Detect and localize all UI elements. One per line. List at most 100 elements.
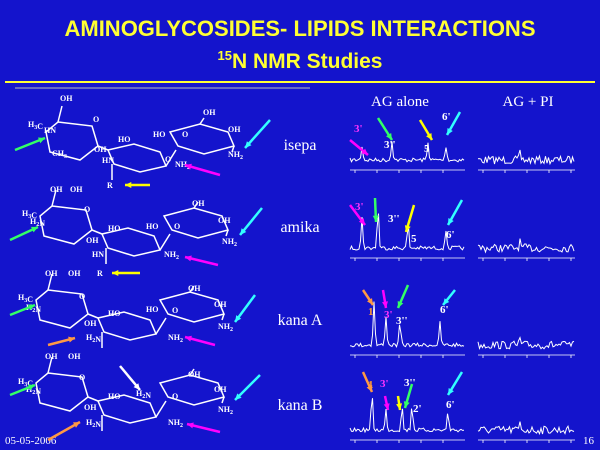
arrow-head — [403, 401, 410, 408]
atom-label: OH — [84, 319, 97, 328]
atom-label: O — [84, 205, 90, 214]
atom-label: HN — [102, 156, 114, 165]
atom-label: H2N — [26, 385, 41, 396]
arrow-head — [73, 422, 80, 428]
spectrum-trace — [349, 141, 465, 163]
arrow-head — [133, 383, 140, 390]
row-label: kana A — [278, 312, 323, 329]
arrow-head — [28, 304, 35, 311]
bond — [91, 229, 103, 235]
arrow-head — [366, 385, 373, 392]
atom-label: OH — [70, 185, 83, 194]
peak-label: 6' — [446, 229, 455, 241]
row-label: amika — [280, 219, 319, 236]
atom-label: O — [79, 373, 85, 382]
row-label: isepa — [284, 137, 317, 154]
peak-label: 6' — [446, 399, 455, 411]
bond — [193, 201, 199, 209]
atom-label: NH2 — [218, 405, 233, 416]
atom-label: HO — [146, 222, 158, 231]
bond — [221, 313, 225, 321]
arrow-head — [386, 133, 392, 140]
atom-label: HO — [108, 392, 120, 401]
bond — [221, 396, 225, 404]
arrow-head — [185, 255, 192, 262]
arrow-head — [245, 141, 252, 148]
bond — [189, 368, 195, 376]
ring-bond — [39, 205, 93, 245]
peak-label: 3' — [354, 123, 363, 135]
page-number: 16 — [583, 435, 595, 447]
subtitle: 15N NMR Studies — [218, 48, 383, 73]
peak-label: 3' — [355, 201, 364, 213]
arrow-head — [240, 228, 247, 235]
footer-date: 05-05-2006 — [5, 435, 57, 447]
atom-label: H3C — [22, 209, 37, 220]
peak-label: 1 — [368, 379, 374, 391]
ring-bond — [35, 289, 89, 329]
atom-label: HO — [118, 135, 130, 144]
arrow-head — [372, 215, 379, 222]
peak-label: 3'' — [396, 315, 408, 327]
peak-label: 3' — [384, 309, 393, 321]
arrow-head — [448, 218, 454, 225]
arrow-head — [235, 393, 242, 400]
arrow-head — [358, 218, 365, 225]
atom-label: H2N — [30, 217, 45, 228]
atom-label: H3C — [28, 120, 43, 131]
atom-label: O — [182, 130, 188, 139]
bond — [225, 229, 229, 237]
arrow-head — [235, 315, 242, 322]
arrow-head — [443, 298, 450, 305]
atom-label: R — [97, 269, 103, 278]
atom-label: CH3 — [52, 149, 67, 160]
bond — [189, 285, 195, 293]
atom-label: OH — [218, 216, 231, 225]
atom-label: NH2 — [228, 150, 243, 161]
arrow-head — [367, 298, 373, 305]
spectrum-trace — [477, 421, 575, 436]
peak-label: 3'' — [384, 139, 396, 151]
atom-label: NH2 — [222, 237, 237, 248]
arrow-head — [31, 226, 38, 233]
atom-label: OH — [192, 199, 205, 208]
arrow-head — [185, 163, 192, 170]
atom-label: NH2 — [218, 322, 233, 333]
arrow-head — [447, 128, 453, 135]
arrow-head — [382, 301, 388, 308]
atom-label: H2N — [136, 389, 151, 400]
atom-label: O — [79, 292, 85, 301]
bond — [87, 396, 99, 402]
arrow-head — [112, 270, 119, 276]
arrow-head — [361, 148, 368, 155]
atom-label: OH — [50, 185, 63, 194]
bond — [97, 145, 109, 151]
peak-label: 6' — [442, 111, 451, 123]
arrow-head — [397, 301, 404, 308]
atom-label: HO — [108, 224, 120, 233]
row-label: kana B — [278, 397, 323, 414]
atom-label: OH — [68, 352, 81, 361]
atom-label: OH — [188, 370, 201, 379]
atom-label: HN — [92, 250, 104, 259]
atom-label: O — [174, 222, 180, 231]
atom-label: OH — [45, 352, 58, 361]
column-header: AG + PI — [503, 94, 554, 110]
arrow-head — [396, 403, 403, 410]
atom-label: NH2 — [168, 333, 183, 344]
atom-label: OH — [86, 236, 99, 245]
arrow-head — [426, 133, 432, 140]
arrow-head — [383, 403, 390, 410]
atom-label: H2N — [86, 333, 101, 344]
spectrum-trace — [349, 398, 465, 434]
arrow-head — [187, 422, 194, 429]
peak-label: 5 — [424, 143, 430, 155]
bond — [51, 189, 57, 207]
atom-label: H3C — [18, 377, 33, 388]
spectrum-trace — [477, 336, 575, 350]
atom-label: OH — [68, 269, 81, 278]
atom-label: HO — [108, 309, 120, 318]
bond — [87, 313, 99, 319]
atom-label: R — [107, 181, 113, 190]
